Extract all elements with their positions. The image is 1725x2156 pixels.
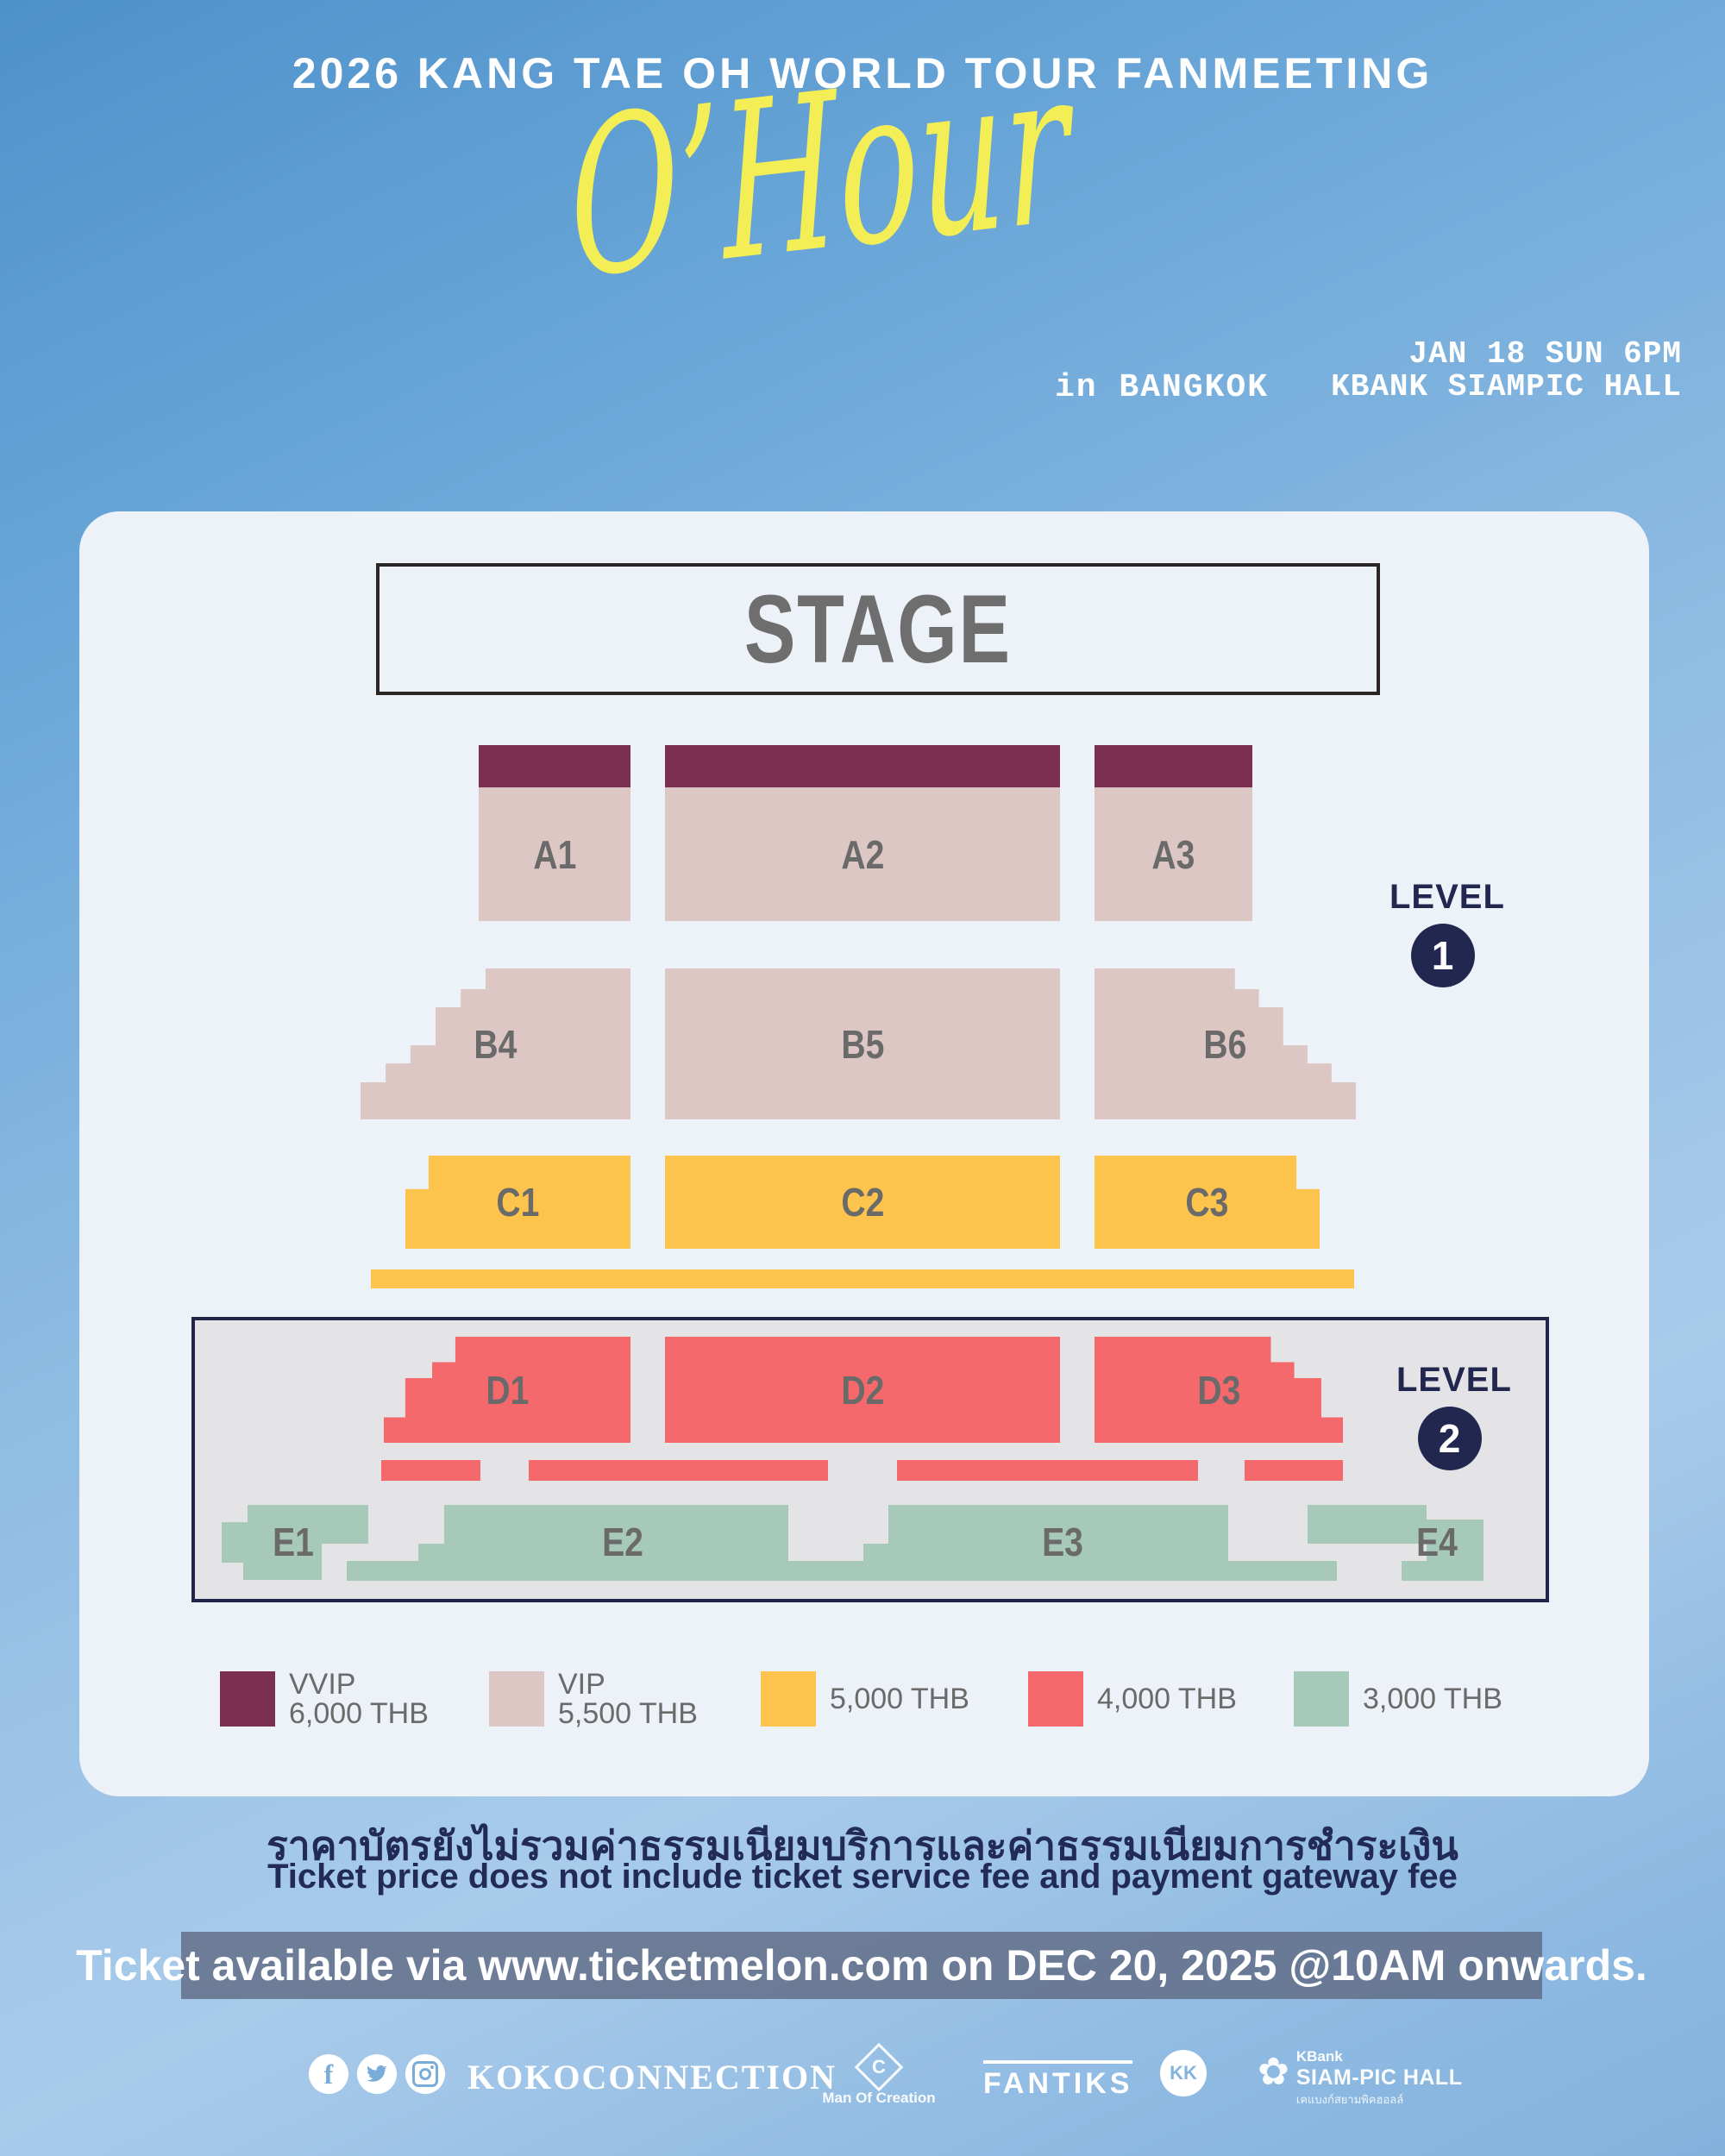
d-row-strip-1 <box>381 1460 480 1481</box>
facebook-icon: f <box>309 2054 348 2094</box>
section-e4-base <box>1402 1561 1484 1581</box>
legend-tier-vvip: VVIP <box>289 1668 356 1701</box>
legend-item-vvip: VVIP 6,000 THB <box>220 1668 429 1730</box>
level-2-badge: LEVEL 2 <box>1396 1361 1512 1470</box>
section-d2: D2 <box>665 1337 1060 1443</box>
section-a1: A1 <box>479 787 630 921</box>
section-a3-vvip-strip <box>1095 745 1252 787</box>
kk-logo: KK <box>1160 2050 1207 2096</box>
level-1-label: LEVEL <box>1389 878 1505 916</box>
section-e2-step <box>418 1544 444 1561</box>
d-row-strip-2 <box>529 1460 828 1481</box>
d-row-strip-3 <box>897 1460 1198 1481</box>
fee-note-english: Ticket price does not include ticket ser… <box>267 1858 1458 1896</box>
legend-price-5000: 5,000 THB <box>830 1683 969 1715</box>
stage-box: STAGE <box>376 563 1380 695</box>
section-e4-step <box>1427 1520 1484 1563</box>
section-c1: C1 <box>405 1156 630 1249</box>
legend-item-4000: 4,000 THB <box>1028 1671 1237 1727</box>
seating-map-card: STAGE LEVEL 1 A1 A2 A3 B4 B5 B6 C1 C2 C3… <box>79 511 1649 1796</box>
section-e1-block <box>248 1505 368 1544</box>
section-e4-label: E4 <box>1416 1520 1458 1564</box>
kbank-siampic-logo: ✿ KBank SIAM-PIC HALL เคแบงก์สยามพิคฮอลล… <box>1258 2048 1462 2109</box>
ohour-script-logo: O’Hour <box>564 19 1074 327</box>
instagram-icon <box>405 2054 445 2094</box>
ticket-availability-bar: Ticket available via www.ticketmelon.com… <box>76 1932 1647 1999</box>
kbank-flower-icon: ✿ <box>1258 2051 1289 2093</box>
man-of-creation-logo: C Man Of Creation <box>814 2042 944 2107</box>
level-1-number: 1 <box>1411 924 1475 987</box>
section-e3-step <box>863 1544 888 1561</box>
e-row-band <box>347 1561 1337 1581</box>
section-e1-label: E1 <box>273 1520 314 1564</box>
koko-connection-brand: KOKOCONNECTION <box>467 2058 837 2096</box>
section-e2-block <box>444 1505 788 1561</box>
section-c2: C2 <box>665 1156 1060 1249</box>
section-e3-block <box>888 1505 1228 1561</box>
legend-swatch-4000 <box>1028 1671 1083 1727</box>
kbank-thai-caption: เคแบงก์สยามพิคฮอลล์ <box>1295 2093 1404 2106</box>
section-a3: A3 <box>1095 787 1252 921</box>
stage-label: STAGE <box>743 575 1012 683</box>
section-a2: A2 <box>665 787 1060 921</box>
legend-item-5000: 5,000 THB <box>761 1671 969 1727</box>
event-location: in BANGKOK <box>1055 369 1270 406</box>
section-a2-vvip-strip <box>665 745 1060 787</box>
section-d1: D1 <box>384 1337 630 1443</box>
section-a1-vvip-strip <box>479 745 630 787</box>
level-2-label: LEVEL <box>1396 1361 1512 1399</box>
man-of-creation-label: Man Of Creation <box>822 2090 936 2106</box>
section-b4: B4 <box>361 968 630 1119</box>
kbank-hall-name: SIAM-PIC HALL <box>1295 2065 1463 2090</box>
fee-note-thai: ราคาบัตรยังไม่รวมค่าธรรมเนียมบริการและค่… <box>267 1823 1458 1868</box>
ticket-availability-text: Ticket available via www.ticketmelon.com… <box>76 1941 1647 1990</box>
legend-tier-vip: VIP <box>558 1668 605 1701</box>
section-e4-block <box>1308 1505 1427 1544</box>
section-e2-label: E2 <box>602 1520 643 1564</box>
section-e3-label: E3 <box>1042 1520 1083 1564</box>
event-datetime: JAN 18 SUN 6PM <box>1408 336 1682 372</box>
level-1-badge: LEVEL 1 <box>1389 878 1505 987</box>
legend-item-vip: VIP 5,500 THB <box>489 1668 698 1730</box>
event-title: 2026 KANG TAE OH WORLD TOUR FANMEETING <box>292 49 1433 97</box>
legend-item-3000: 3,000 THB <box>1294 1671 1502 1727</box>
legend-swatch-3000 <box>1294 1671 1349 1727</box>
footer: f KOKOCONNECTION C Man Of Creation FANTI… <box>0 2042 1725 2117</box>
section-c3: C3 <box>1095 1156 1320 1249</box>
event-venue: KBANK SIAMPIC HALL <box>1331 369 1682 404</box>
legend-swatch-5000 <box>761 1671 816 1727</box>
social-icons: f <box>309 2054 445 2094</box>
d-row-strip-4 <box>1245 1460 1343 1481</box>
section-e1-base <box>243 1544 322 1580</box>
kbank-name: KBank <box>1295 2048 1343 2065</box>
legend-swatch-vvip <box>220 1671 275 1727</box>
section-b5: B5 <box>665 968 1060 1119</box>
legend-price-vip: 5,500 THB <box>558 1697 698 1730</box>
yellow-walkway-bar <box>371 1269 1354 1288</box>
event-info: JAN 18 SUN 6PM KBANK SIAMPIC HALL <box>1331 338 1682 404</box>
man-of-creation-icon: C <box>854 2042 904 2092</box>
legend-price-4000: 4,000 THB <box>1097 1683 1237 1715</box>
section-b6: B6 <box>1095 968 1356 1119</box>
legend-swatch-vip <box>489 1671 544 1727</box>
twitter-icon <box>357 2054 397 2094</box>
legend-price-vvip: 6,000 THB <box>289 1697 429 1730</box>
fantiks-logo: FANTIKS <box>983 2060 1133 2101</box>
level-2-number: 2 <box>1418 1407 1482 1470</box>
legend-price-3000: 3,000 THB <box>1363 1683 1502 1715</box>
